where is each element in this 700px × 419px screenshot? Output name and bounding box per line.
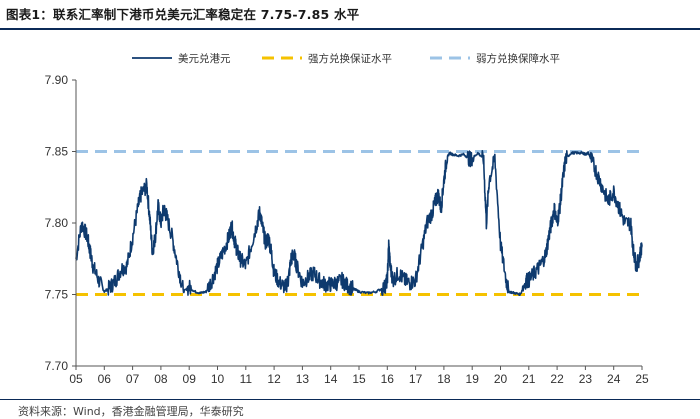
title-divider [0, 28, 700, 30]
chart-title: 图表1：联系汇率制下港币兑美元汇率稳定在 7.75-7.85 水平 [6, 7, 360, 22]
series-line-usd-hkd [75, 149, 643, 297]
x-tick-label: 15 [352, 372, 366, 386]
x-tick-label: 07 [126, 372, 140, 386]
x-tick-label: 20 [494, 372, 508, 386]
x-tick-label: 17 [409, 372, 423, 386]
x-tick-label: 06 [98, 372, 112, 386]
y-tick-label: 7.90 [45, 73, 69, 87]
x-tick-label: 10 [211, 372, 225, 386]
legend-label: 弱方兑换保障水平 [476, 52, 560, 65]
x-tick-label: 08 [154, 372, 168, 386]
x-tick-label: 14 [324, 372, 338, 386]
x-tick-label: 09 [183, 372, 197, 386]
x-tick-label: 24 [607, 372, 621, 386]
x-tick-label: 22 [550, 372, 564, 386]
x-tick-label: 05 [69, 372, 83, 386]
source-note: 资料来源：Wind，香港金融管理局，华泰研究 [18, 405, 244, 418]
x-tick-label: 12 [267, 372, 281, 386]
x-tick-label: 13 [296, 372, 310, 386]
x-tick-label: 23 [579, 372, 593, 386]
legend-item-usd-hkd: 美元兑港元 [132, 52, 231, 65]
bottom-divider [0, 399, 700, 400]
x-tick-label: 25 [635, 372, 649, 386]
x-tick-label: 19 [466, 372, 480, 386]
legend-label: 强方兑换保证水平 [308, 52, 392, 65]
y-tick-label: 7.80 [45, 216, 69, 230]
legend-label: 美元兑港元 [178, 52, 231, 65]
x-tick-label: 18 [437, 372, 451, 386]
x-tick-label: 21 [522, 372, 536, 386]
x-tick-label: 11 [240, 372, 253, 386]
y-tick-label: 7.85 [45, 145, 69, 159]
legend-item-strong-side: 强方兑换保证水平 [262, 52, 392, 65]
y-tick-label: 7.75 [45, 288, 69, 302]
x-tick-label: 16 [381, 372, 395, 386]
y-tick-label: 7.70 [45, 359, 69, 373]
legend-item-weak-side: 弱方兑换保障水平 [430, 52, 560, 65]
